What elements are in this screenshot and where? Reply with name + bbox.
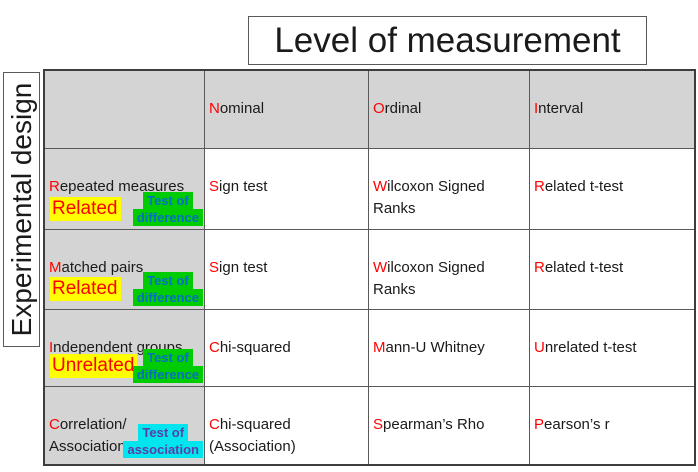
cell-correlation-nominal: Chi-squared (Association)	[205, 387, 369, 464]
test-of-difference-tag: Test of difference	[132, 272, 203, 306]
experimental-design-label: Experimental design	[6, 82, 37, 337]
cell-initial: W	[373, 259, 388, 276]
cell-initial: R	[534, 178, 545, 195]
row-header-initial: M	[49, 259, 62, 276]
column-header-label: nterval	[538, 100, 584, 117]
column-header-initial: I	[534, 100, 539, 117]
cell-independent-ordinal: Mann-U Whitney	[369, 310, 530, 387]
tests-table: Nominal Ordinal Interval Repeated measur…	[43, 69, 696, 466]
row-header-label: atched pairs	[61, 259, 144, 276]
cell-initial: S	[209, 259, 220, 276]
cell-repeated-interval: Related t-test	[530, 149, 694, 230]
cell-matched-ordinal: Wilcoxon Signed Ranks	[369, 230, 530, 310]
cell-text: ign test	[219, 259, 268, 276]
unrelated-tag: Unrelated	[50, 354, 138, 378]
page-title: Level of measurement	[274, 20, 621, 60]
column-header-label: rdinal	[384, 100, 422, 117]
related-tag: Related	[50, 277, 121, 301]
cell-independent-nominal: Chi-squared	[205, 310, 369, 387]
row-header-initial: R	[49, 178, 60, 195]
column-header-interval: Interval	[530, 71, 694, 149]
cell-repeated-ordinal: Wilcoxon Signed Ranks	[369, 149, 530, 230]
cell-text: hi-squared	[219, 339, 291, 356]
cell-text: earson’s r	[544, 416, 610, 433]
tag-line: Test of	[143, 192, 193, 209]
tag-line: difference	[132, 366, 203, 383]
row-header-correlation-association: Correlation/ Association Test of associa…	[45, 387, 205, 464]
cell-initial: U	[534, 339, 545, 356]
related-tag: Related	[50, 197, 121, 221]
cell-text: ilcoxon Signed Ranks	[373, 259, 485, 298]
column-header-nominal: Nominal	[205, 71, 369, 149]
cell-correlation-interval: Pearson’s r	[530, 387, 694, 464]
title-box: Level of measurement	[248, 16, 647, 65]
cell-initial: C	[209, 339, 220, 356]
row-header-matched-pairs: Matched pairs Related Test of difference	[45, 230, 205, 310]
row-header-label: epeated measures	[59, 178, 185, 195]
cell-correlation-ordinal: Spearman’s Rho	[369, 387, 530, 464]
tag-line: Test of	[138, 424, 189, 441]
cell-text: ign test	[219, 178, 268, 195]
tag-line: difference	[132, 209, 203, 226]
row-header-repeated-measures: Repeated measures Related Test of differ…	[45, 149, 205, 230]
row-header-label: orrelation/ Association	[49, 416, 127, 455]
cell-text: ilcoxon Signed Ranks	[373, 178, 485, 217]
cell-text: ann-U Whitney	[385, 339, 485, 356]
cell-matched-nominal: Sign test	[205, 230, 369, 310]
cell-initial: P	[534, 416, 545, 433]
column-header-initial: N	[209, 100, 220, 117]
cell-repeated-nominal: Sign test	[205, 149, 369, 230]
column-header-initial: O	[373, 100, 385, 117]
cell-matched-interval: Related t-test	[530, 230, 694, 310]
tag-line: difference	[132, 289, 203, 306]
cell-initial: M	[373, 339, 386, 356]
cell-text: elated t-test	[544, 178, 624, 195]
test-of-difference-tag: Test of difference	[132, 349, 203, 383]
cell-text: nrelated t-test	[544, 339, 637, 356]
tag-line: association	[123, 441, 203, 458]
corner-cell	[45, 71, 205, 149]
side-label-box: Experimental design	[3, 72, 40, 347]
column-header-label: ominal	[219, 100, 265, 117]
cell-text: hi-squared (Association)	[209, 416, 296, 455]
row-header-independent-groups: Independent groups Unrelated Test of dif…	[45, 310, 205, 387]
cell-independent-interval: Unrelated t-test	[530, 310, 694, 387]
tag-line: Test of	[143, 349, 193, 366]
cell-initial: W	[373, 178, 388, 195]
cell-text: elated t-test	[544, 259, 624, 276]
tag-line: Test of	[143, 272, 193, 289]
cell-initial: S	[209, 178, 220, 195]
cell-initial: C	[209, 416, 220, 433]
cell-text: pearman’s Rho	[383, 416, 485, 433]
cell-initial: R	[534, 259, 545, 276]
test-of-association-tag: Test of association	[123, 424, 203, 458]
test-of-difference-tag: Test of difference	[132, 192, 203, 226]
row-header-initial: C	[49, 416, 60, 433]
cell-initial: S	[373, 416, 384, 433]
row-header-initial: I	[49, 339, 54, 356]
column-header-ordinal: Ordinal	[369, 71, 530, 149]
